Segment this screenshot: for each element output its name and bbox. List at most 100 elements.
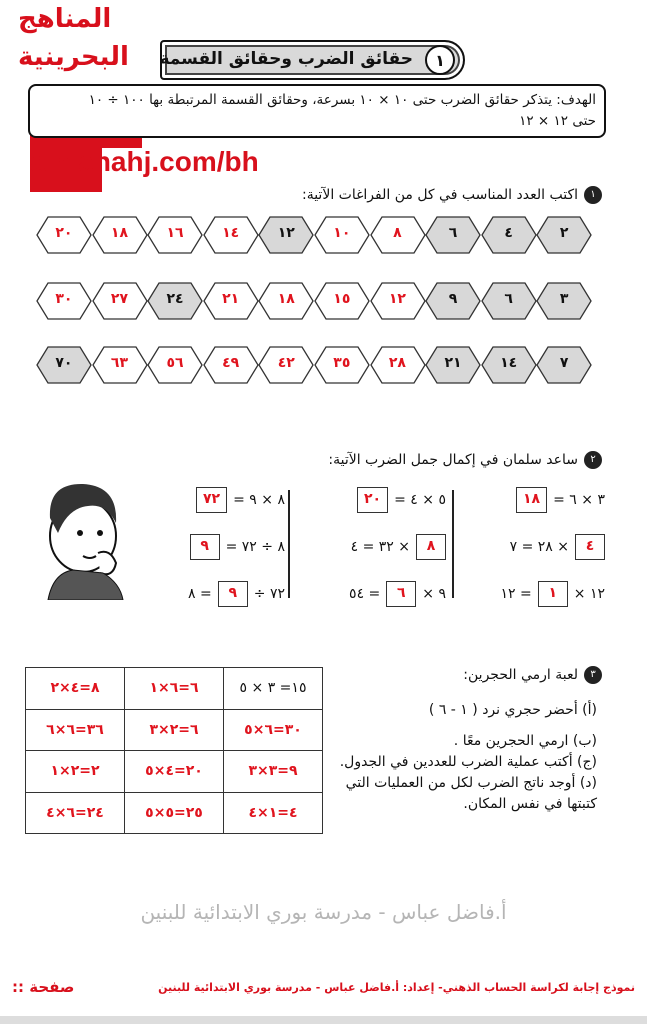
hex-value: ٢١: [444, 355, 462, 371]
section-2-number: ٢: [584, 451, 602, 469]
lesson-title: حقائق الضرب وحقائق القسمة: [159, 49, 413, 69]
table-cell: ٩=٣×٣: [223, 750, 323, 793]
goal-box: الهدف: يتذكر حقائق الضرب حتى ١٠ × ١٠ بسر…: [28, 84, 606, 138]
answer-box: ٧٢: [196, 487, 228, 513]
hex-cell: ٢٤: [147, 282, 204, 320]
equation: ٨ = ٩ ÷ ٧٢: [135, 578, 285, 610]
hex-value: ٦: [504, 291, 513, 307]
hex-value: ١٢: [277, 225, 295, 241]
hex-cell: ٦: [481, 282, 537, 320]
hex-cell: ٦: [425, 216, 481, 254]
hex-cell: ٤٢: [258, 346, 315, 384]
table-cell: ٢٠=٤×٥: [124, 750, 224, 793]
equation-column: ١٨ = ٣ × ٦ ٢٨ = ٧ × ٤ ١٢ = ١ × ١٢: [455, 484, 605, 625]
page-label: صفحة ::: [12, 978, 75, 996]
equation: ١٨ = ٣ × ٦: [455, 484, 605, 516]
hex-value: ٦: [448, 225, 458, 241]
equation-text: × ١٢: [573, 586, 605, 602]
equation: ٣٢ = ٤ × ٨: [296, 531, 446, 563]
game-step: (أ) أحضر حجري نرد ( ١ - ٦ ): [428, 702, 597, 718]
equation-text: × ٩: [422, 586, 446, 602]
hex-cell: ٦٣: [91, 346, 148, 384]
hex-cell: ٣٥: [314, 346, 370, 384]
table-cell: ٤=١×٤: [223, 791, 323, 834]
game-steps: (أ) أحضر حجري نرد ( ١ - ٦ ) (ب) ارمي الح…: [327, 700, 597, 815]
goal-line-2: حتى ١٢ × ١٢: [519, 113, 596, 129]
footer-credit: نموذج إجابة لكراسة الحساب الذهني- إعداد:…: [158, 981, 635, 994]
answer-box: ٨: [416, 534, 446, 560]
equation-text: ٢٨ = ٧ ×: [509, 539, 569, 555]
hex-value: ٣٠: [55, 291, 73, 307]
hex-cell: ١٠: [314, 216, 370, 254]
hex-value: ٢٠: [55, 225, 73, 241]
hex-cell: ٧٠: [36, 346, 92, 384]
answer-box: ٤: [575, 534, 605, 560]
hex-cell: ٥٦: [147, 346, 204, 384]
equation-text: ÷ ٧٢: [253, 586, 285, 602]
logo-text-2: البحرينية: [18, 42, 129, 72]
hex-cell: ٧: [536, 346, 593, 384]
table-row: ٣٦=٦×٦ ٦=٢×٣ ٣٠=٦×٥: [25, 708, 323, 751]
hex-row: ٣ ٦ ٩ ١٢ ١٥ ١٨ ٢١ ٢٤ ٢٧ ٣٠: [36, 282, 593, 320]
table-cell: ٢٥=٥×٥: [124, 791, 224, 834]
equation-column: ٢٠ = ٥ × ٤ ٣٢ = ٤ × ٨ ٥٤ = ٦ × ٩: [296, 484, 446, 625]
game-step: (د) أوجد ناتج الضرب لكل من العمليات التي…: [345, 775, 597, 812]
column-divider: [452, 490, 454, 598]
hex-value: ١٤: [500, 355, 518, 371]
hex-value: ٢٨: [388, 355, 406, 371]
hex-row: ٧ ١٤ ٢١ ٢٨ ٣٥ ٤٢ ٤٩ ٥٦ ٦٣ ٧٠: [36, 346, 593, 384]
equation: ٢٠ = ٥ × ٤: [296, 484, 446, 516]
hex-value: ١٥: [333, 291, 351, 307]
table-cell: ٣٦=٦×٦: [25, 708, 125, 751]
equation-text: = ٨ ÷ ٧٢: [225, 539, 285, 555]
hex-value: ١٢: [388, 291, 406, 307]
logo-text-1: المناهج: [18, 4, 112, 34]
equation-text: ٥٤ =: [349, 586, 381, 602]
goal-line-1: الهدف: يتذكر حقائق الضرب حتى ١٠ × ١٠ بسر…: [88, 92, 596, 108]
table-cell: ٨=٤×٢: [25, 667, 125, 710]
hex-cell: ٢٨: [369, 346, 426, 384]
hex-cell: ١٨: [258, 282, 315, 320]
hex-cell: ٢٠: [36, 216, 92, 254]
column-divider: [288, 490, 290, 598]
section-1-heading: ١ اكتب العدد المناسب في كل من الفراغات ا…: [302, 186, 602, 204]
equation: ٧٢ = ٨ × ٩: [135, 484, 285, 516]
lesson-title-box: حقائق الضرب وحقائق القسمة ١: [159, 40, 465, 80]
hex-value: ٤: [504, 225, 513, 241]
hex-value: ٤٩: [222, 355, 240, 371]
boy-illustration: [28, 478, 128, 604]
hex-cell: ٣٠: [36, 282, 92, 320]
hex-cell: ١٤: [203, 216, 259, 254]
equation-text: ١٢ =: [500, 586, 532, 602]
section-3-number: ٣: [584, 666, 602, 684]
hex-cell: ٤: [481, 216, 537, 254]
game-step: (ب) ارمي الحجرين معًا .: [453, 733, 597, 749]
table-cell: ٢=٢×١: [25, 750, 125, 793]
hex-value: ٣: [559, 291, 569, 307]
hex-cell: ٢١: [203, 282, 259, 320]
equation-column: ٧٢ = ٨ × ٩ ٩ = ٨ ÷ ٧٢ ٨ = ٩ ÷ ٧٢: [135, 484, 285, 625]
hex-cell: ٢: [536, 216, 593, 254]
hex-value: ٢٤: [166, 291, 184, 307]
section-1-instruction: اكتب العدد المناسب في كل من الفراغات الآ…: [301, 187, 578, 203]
equation: ١٢ = ١ × ١٢: [455, 578, 605, 610]
footer: نموذج إجابة لكراسة الحساب الذهني- إعداد:…: [0, 978, 647, 998]
hex-cell: ١٨: [91, 216, 148, 254]
section-2-heading: ٢ ساعد سلمان في إكمال جمل الضرب الآتية:: [328, 451, 602, 469]
section-2-instruction: ساعد سلمان في إكمال جمل الضرب الآتية:: [328, 452, 578, 468]
hex-cell: ٢١: [425, 346, 481, 384]
logo-url: almanahj.com/bh: [30, 146, 259, 177]
table-row: ٨=٤×٢ ٦=٦×١ ١٥= ٣ × ٥: [25, 667, 323, 710]
hex-value: ٢٧: [110, 291, 128, 307]
diagonal-watermark: أ.فاضل عباس - مدرسة بوري الابتدائية للبن…: [140, 900, 507, 924]
equation: ٢٨ = ٧ × ٤: [455, 531, 605, 563]
hex-cell: ٨: [369, 216, 426, 254]
hex-value: ١٠: [333, 225, 351, 241]
answer-box: ١: [537, 581, 568, 607]
answer-box: ١٨: [516, 487, 548, 513]
equation-text: = ٣ × ٦: [553, 492, 605, 508]
table-cell: ٦=٢×٣: [124, 708, 224, 751]
hex-value: ١٨: [110, 225, 128, 241]
table-row: ٢٤=٦×٤ ٢٥=٥×٥ ٤=١×٤: [25, 791, 323, 834]
hex-cell: ٣: [536, 282, 593, 320]
